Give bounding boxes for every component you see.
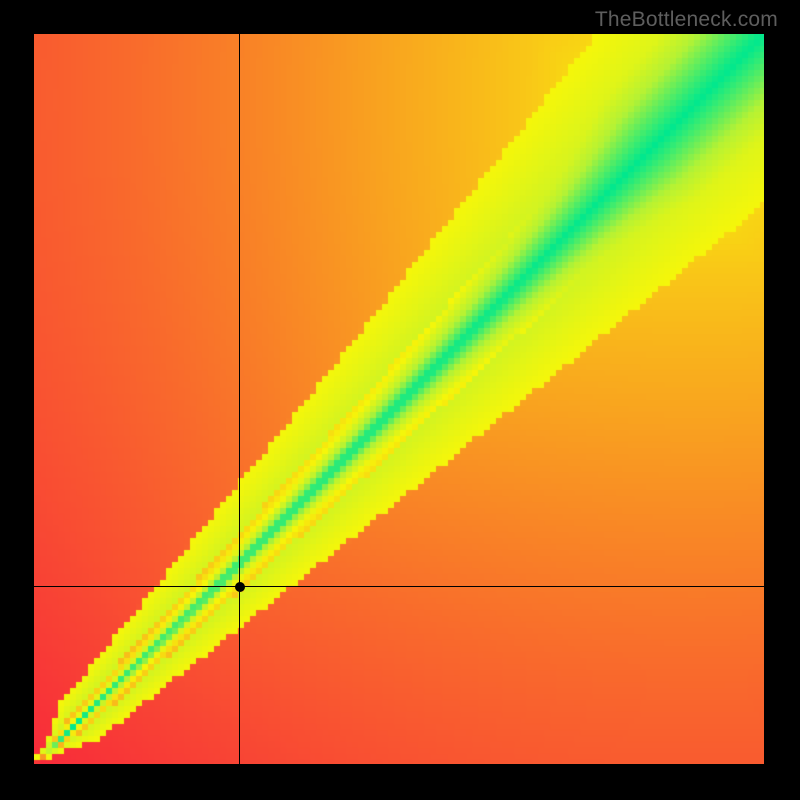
marker-dot	[235, 582, 245, 592]
watermark-text: TheBottleneck.com	[595, 8, 778, 32]
crosshair-vertical	[239, 34, 240, 764]
crosshair-horizontal	[34, 586, 764, 587]
heatmap-canvas	[34, 34, 764, 764]
heatmap-plot	[34, 34, 764, 764]
